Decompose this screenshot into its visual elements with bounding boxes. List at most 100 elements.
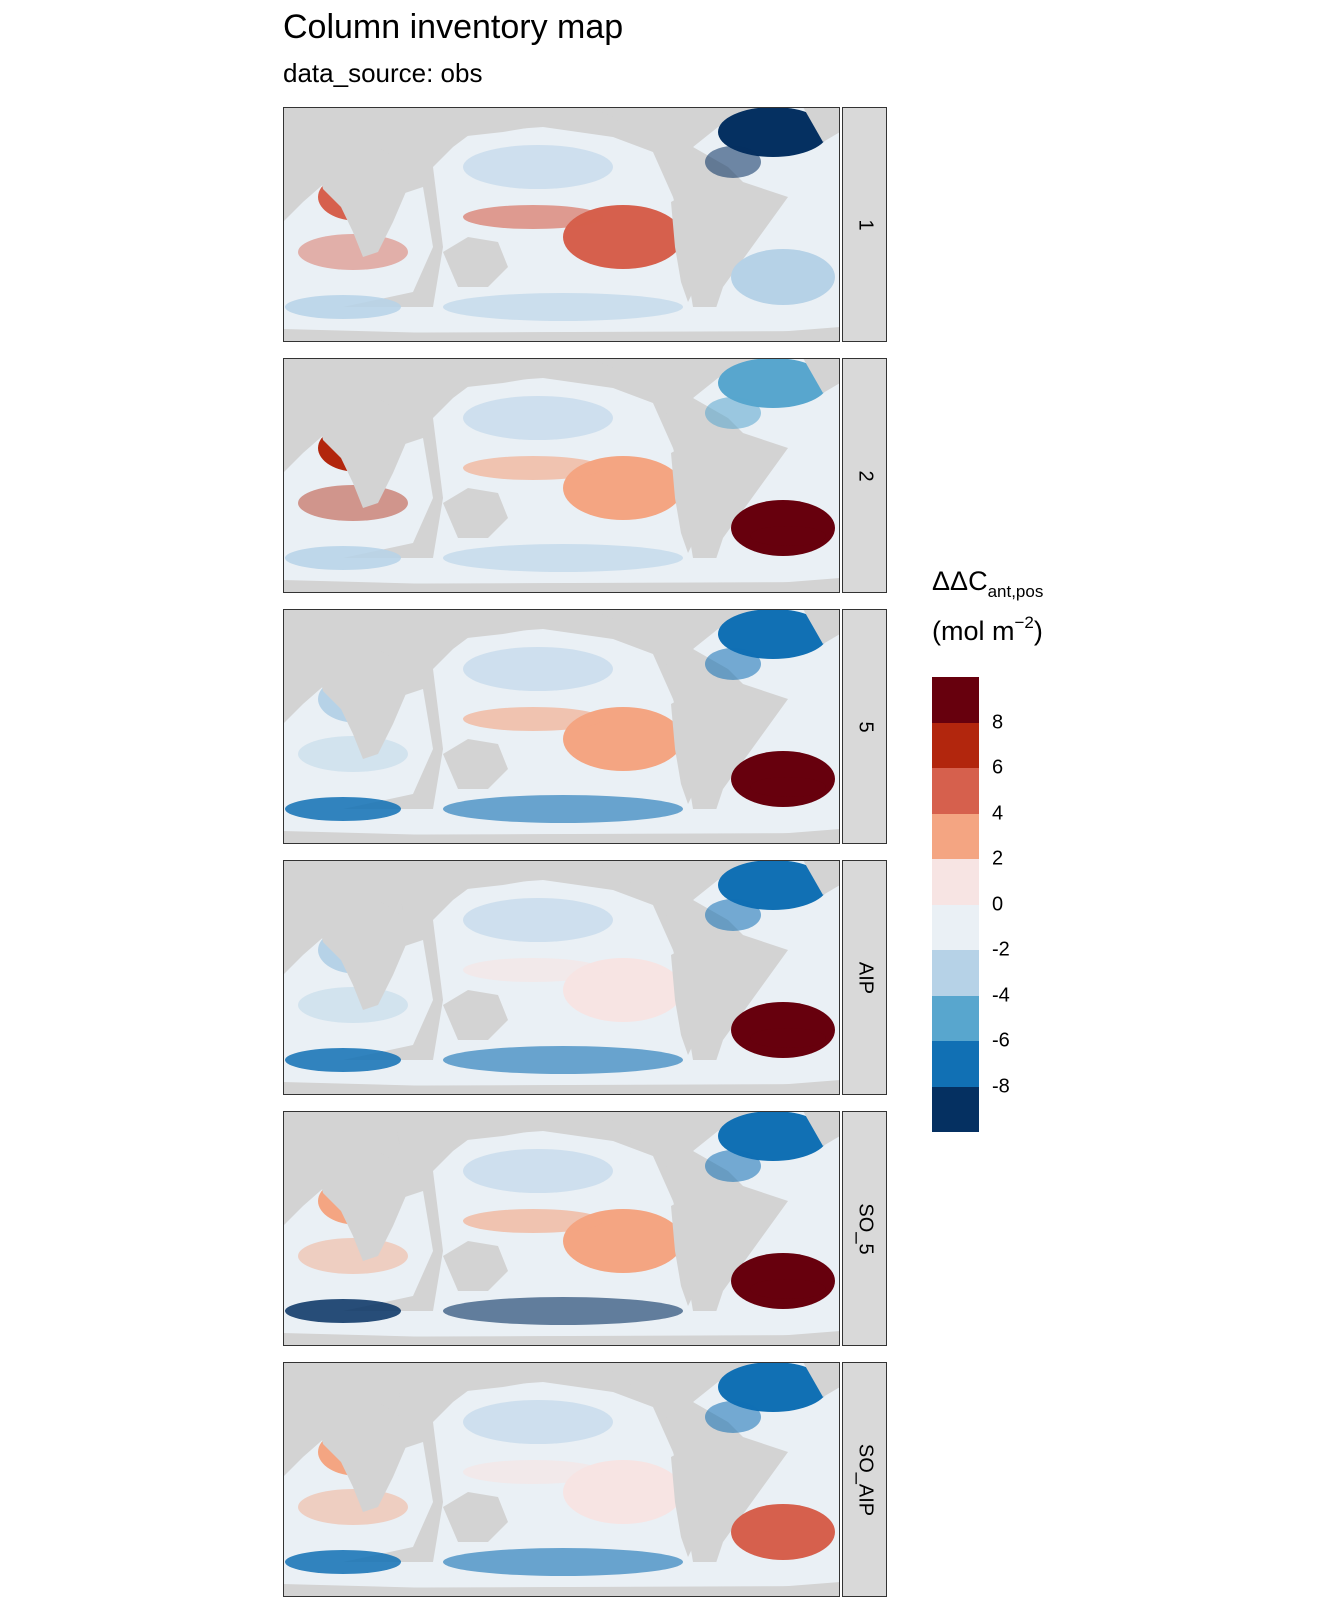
southern-ocean — [283, 307, 840, 337]
north-atlantic-anomaly — [718, 860, 828, 910]
facet-panel-SO_5: SO_5 — [283, 1111, 887, 1346]
africa-land — [318, 145, 408, 257]
south-atlantic-core — [750, 526, 826, 546]
north-america-land — [588, 358, 723, 418]
north-atlantic-edge — [705, 397, 761, 429]
pacific-equator-anomaly — [463, 1209, 603, 1233]
europe-land — [803, 358, 840, 393]
antarctica-land — [283, 331, 840, 342]
asia-land — [393, 1111, 583, 1173]
south-america-land — [671, 940, 738, 1055]
north-atlantic-edge — [705, 1401, 761, 1433]
australia-land — [443, 488, 508, 538]
north-atlantic-anomaly — [718, 1362, 828, 1412]
ocean-map-SO_5 — [283, 1111, 840, 1346]
south-america-land — [671, 1442, 738, 1557]
south-atlantic-core — [750, 1530, 826, 1550]
europe-land — [803, 107, 840, 142]
north-atlantic-edge — [705, 899, 761, 931]
legend-swatch — [932, 813, 979, 859]
pacific-equator-anomaly — [463, 707, 603, 731]
north-america-land — [588, 860, 723, 920]
north-atlantic-anomaly — [718, 609, 828, 659]
facet-strip-SO_5: SO_5 — [842, 1111, 887, 1346]
southern-ocean-pacific — [443, 1297, 683, 1325]
southern-ocean-pacific — [443, 544, 683, 572]
legend-swatch — [932, 904, 979, 950]
legend-tick-label: -4 — [992, 984, 1010, 1006]
africa-land — [318, 396, 408, 508]
panel-border — [283, 609, 840, 844]
south-atlantic-core — [750, 777, 826, 797]
south-america-land — [671, 438, 738, 553]
southern-ocean-indian — [285, 295, 401, 319]
southern-ocean — [283, 809, 840, 839]
pacific-north-anomaly — [463, 898, 613, 942]
southern-ocean-indian — [285, 1299, 401, 1323]
antarctica-land — [283, 1586, 840, 1597]
southern-ocean-indian — [285, 546, 401, 570]
pacific-north-anomaly — [463, 145, 613, 189]
south-america-land — [671, 187, 738, 302]
legend-swatch — [932, 950, 979, 996]
southern-ocean-pacific — [443, 293, 683, 321]
asia-land — [393, 1362, 583, 1424]
legend-swatch — [932, 1041, 979, 1087]
legend-swatch — [932, 1086, 979, 1132]
legend-unit: (mol m−2) — [932, 613, 1043, 646]
panel-border — [283, 1111, 840, 1346]
facet-label: AIP — [854, 961, 876, 994]
north-atlantic-edge — [705, 146, 761, 178]
facet-strip-1: 1 — [842, 107, 887, 342]
southern-ocean-indian — [285, 1048, 401, 1072]
legend-tick-label: 2 — [992, 847, 1004, 870]
facet-panel-AIP: AIP — [283, 860, 887, 1095]
facet-label: 2 — [854, 469, 876, 482]
facet-strip-2: 2 — [842, 358, 887, 593]
asia-land — [393, 358, 583, 420]
australia-land — [443, 1241, 508, 1291]
pacific-north-anomaly — [463, 1400, 613, 1444]
africa-land — [318, 898, 408, 1010]
legend-swatch — [932, 768, 979, 814]
southern-ocean-indian — [285, 1550, 401, 1574]
southern-ocean — [283, 558, 840, 588]
pacific-equator-anomaly — [463, 958, 603, 982]
legend-swatch — [932, 859, 979, 905]
panel-border — [283, 1362, 840, 1597]
africa-land — [318, 1149, 408, 1261]
facet-label: SO_5 — [854, 1202, 876, 1255]
antarctica-land — [283, 833, 840, 844]
legend-tick-label: 6 — [992, 756, 1004, 779]
legend-swatch — [932, 995, 979, 1041]
north-atlantic-edge — [705, 1150, 761, 1182]
south-atlantic-core — [750, 1028, 826, 1048]
pacific-north-anomaly — [463, 647, 613, 691]
facet-panel-5: 5 — [283, 609, 887, 844]
legend-title: ΔΔCant,pos — [932, 566, 1044, 601]
antarctica-land — [283, 1084, 840, 1095]
facet-panel-SO_AIP: SO_AIP — [283, 1362, 887, 1597]
north-atlantic-edge — [705, 648, 761, 680]
legend-swatch — [932, 722, 979, 768]
southern-ocean-pacific — [443, 1046, 683, 1074]
asia-land — [393, 107, 583, 169]
antarctica-land — [283, 582, 840, 593]
antarctica-land — [283, 1335, 840, 1346]
south-atlantic-core — [750, 1279, 826, 1299]
southern-ocean-pacific — [443, 1548, 683, 1576]
panel-border — [283, 860, 840, 1095]
australia-land — [443, 1492, 508, 1542]
europe-land — [803, 609, 840, 644]
legend-swatch — [932, 677, 979, 723]
southern-ocean — [283, 1311, 840, 1341]
legend-tick-label: 0 — [992, 893, 1004, 915]
facet-strip-AIP: AIP — [842, 860, 887, 1095]
facet-label: SO_AIP — [854, 1443, 876, 1516]
africa-land — [318, 647, 408, 759]
south-america-land — [671, 689, 738, 804]
pacific-equator-anomaly — [463, 456, 603, 480]
ocean-map-AIP — [283, 860, 840, 1095]
europe-land — [803, 860, 840, 895]
australia-land — [443, 237, 508, 287]
